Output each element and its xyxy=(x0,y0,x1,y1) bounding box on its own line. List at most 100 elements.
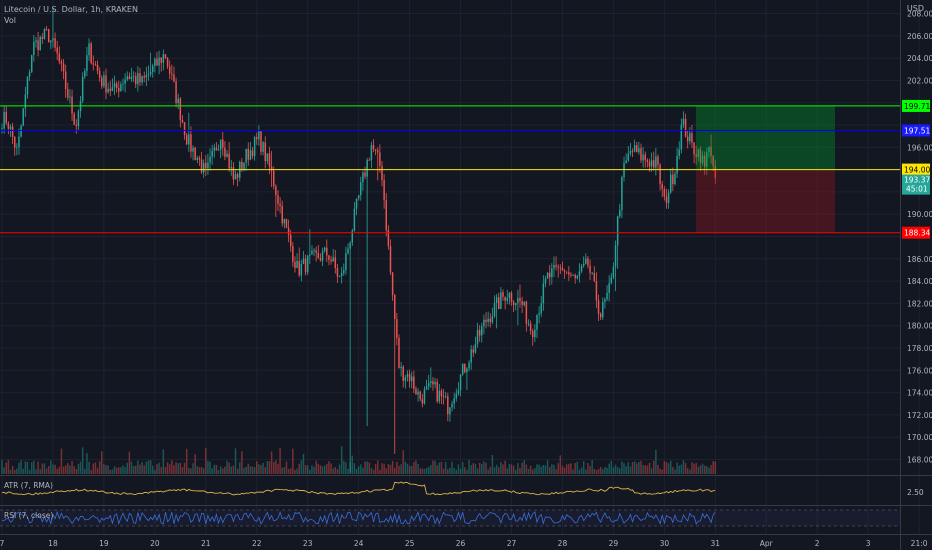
candle-body xyxy=(190,134,192,152)
volume-bar xyxy=(35,469,37,474)
volume-bar xyxy=(606,467,608,474)
volume-bar xyxy=(442,468,445,474)
volume-bar xyxy=(328,461,330,474)
candle-body xyxy=(200,159,203,173)
volume-bar xyxy=(563,467,566,474)
candle-body xyxy=(432,381,434,385)
candle-body xyxy=(281,205,283,224)
x-tick-label: 20 xyxy=(150,539,160,548)
candle-body xyxy=(7,123,10,129)
volume-bar xyxy=(126,462,128,474)
volume-bar xyxy=(198,467,201,474)
candle-body xyxy=(372,145,375,150)
volume-bar xyxy=(141,461,143,474)
candle-body xyxy=(364,172,366,177)
volume-bar xyxy=(631,461,634,474)
candle-body xyxy=(118,87,120,92)
volume-bar xyxy=(105,465,107,474)
candle-body xyxy=(616,216,619,246)
volume-bar xyxy=(699,465,702,474)
candle-body xyxy=(209,156,211,163)
candle-body xyxy=(377,150,379,153)
y-tick-label: 182.00 xyxy=(907,299,932,308)
candle-body xyxy=(226,153,228,157)
candle-body xyxy=(510,292,513,302)
candle-body xyxy=(13,136,16,148)
candle-body xyxy=(546,272,549,279)
candle-body xyxy=(442,396,445,398)
candle-body xyxy=(582,263,585,266)
level-label-bg xyxy=(902,226,930,239)
candle-body xyxy=(504,296,506,301)
candle-body xyxy=(631,151,634,152)
candle-body xyxy=(576,275,579,279)
candle-body xyxy=(548,272,551,278)
y-tick-label: 202.00 xyxy=(907,76,932,85)
volume-bar xyxy=(313,467,315,474)
volume-bar xyxy=(406,463,409,474)
candle-body xyxy=(64,71,67,90)
volume-bar xyxy=(73,466,75,474)
candle-body xyxy=(139,73,141,83)
candle-body xyxy=(336,267,339,277)
candle-body xyxy=(572,274,574,276)
rsi-label[interactable]: RSI (7, close) xyxy=(4,511,54,520)
candle-body xyxy=(323,247,326,252)
candle-body xyxy=(669,174,672,193)
candle-body xyxy=(461,363,464,375)
volume-bar xyxy=(52,464,54,474)
candle-body xyxy=(538,313,540,315)
atr-label[interactable]: ATR (7, RMA) xyxy=(4,481,53,490)
volume-bar xyxy=(481,464,483,474)
volume-bar xyxy=(515,469,517,474)
candle-body xyxy=(326,247,328,256)
candle-body xyxy=(67,89,69,98)
volume-bar xyxy=(311,465,313,474)
candle-body xyxy=(222,139,224,148)
candle-body xyxy=(483,319,485,327)
candle-body xyxy=(629,151,632,154)
volume-bar xyxy=(478,462,481,474)
volume-bar xyxy=(20,460,22,474)
candle-body xyxy=(84,70,86,77)
volume-bar xyxy=(296,468,298,474)
candle-body xyxy=(26,76,29,95)
volume-bar xyxy=(200,467,203,474)
candle-body xyxy=(183,122,186,135)
volume-bar xyxy=(638,461,640,474)
volume-bar xyxy=(540,466,542,474)
candle-body xyxy=(674,173,676,185)
volume-bar xyxy=(633,461,636,474)
candle-body xyxy=(608,283,610,293)
candle-body xyxy=(655,156,657,168)
candle-body xyxy=(105,75,107,93)
candle-body xyxy=(652,160,655,168)
candle-body xyxy=(58,53,61,62)
y-tick-label: 186.00 xyxy=(907,255,932,264)
volume-bar xyxy=(468,460,470,474)
candle-body xyxy=(410,376,413,382)
volume-bar xyxy=(239,462,241,474)
volume-bar xyxy=(474,463,477,474)
volume-bar xyxy=(101,451,103,474)
candle-body xyxy=(77,111,80,127)
candle-body xyxy=(512,301,515,306)
candle-body xyxy=(404,377,407,381)
candle-body xyxy=(302,258,305,264)
volume-bar xyxy=(498,467,500,474)
candle-body xyxy=(536,314,538,330)
candle-body xyxy=(124,79,126,84)
candle-body xyxy=(260,131,262,152)
symbol-title[interactable]: Litecoin / U.S. Dollar, 1h, KRAKEN xyxy=(4,5,138,14)
candle-body xyxy=(41,36,44,39)
y-tick-label: 170.00 xyxy=(907,433,932,442)
candle-body xyxy=(317,252,320,259)
volume-bar xyxy=(389,464,392,474)
level-label-bg xyxy=(902,124,930,137)
volume-bar xyxy=(41,463,44,474)
candle-body xyxy=(338,276,341,277)
volume-bar xyxy=(177,463,179,474)
volume-bar xyxy=(417,463,419,474)
candle-body xyxy=(551,268,553,278)
